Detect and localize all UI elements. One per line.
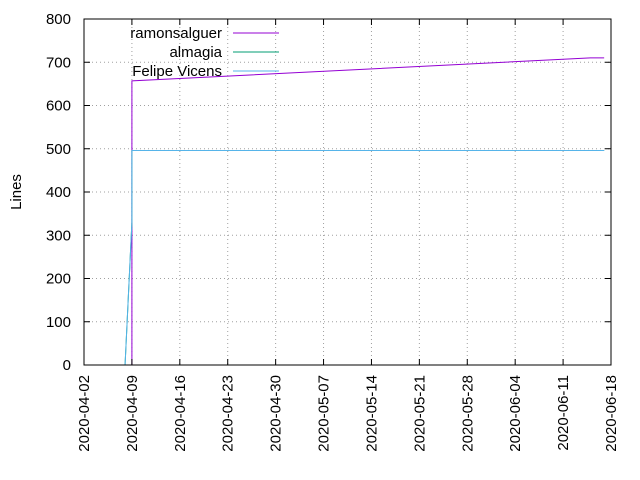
x-tick-label: 2020-05-28 [459,375,476,452]
legend: ramonsalguer almagia Felipe Vicens [130,25,279,80]
legend-label: almagia [169,44,222,61]
x-tick-label: 2020-06-18 [603,375,620,452]
x-tick-label: 2020-04-16 [172,375,189,452]
x-tick-label: 2020-04-23 [220,375,237,452]
y-tick-label: 200 [46,271,71,288]
y-tick-label: 300 [46,227,71,244]
y-tick-label: 600 [46,98,71,115]
series-line [124,149,605,366]
y-tick-label: 400 [46,184,71,201]
x-tick-label: 2020-05-21 [411,375,428,452]
grid-lines [84,19,611,365]
x-tick-label: 2020-04-02 [76,375,93,452]
y-axis-ticks: 0 100 200 300 400 500 600 700 800 [46,11,611,374]
y-tick-label: 500 [46,141,71,158]
y-tick-label: 0 [63,357,71,374]
series-lines [124,57,605,366]
y-tick-label: 100 [46,314,71,331]
series-line [131,57,605,365]
x-tick-label: 2020-04-09 [124,375,141,452]
x-tick-label: 2020-05-14 [363,375,380,452]
x-tick-label: 2020-06-04 [507,375,524,452]
x-tick-label: 2020-04-30 [268,375,285,452]
y-axis-label: Lines [8,174,25,210]
y-tick-label: 800 [46,11,71,28]
y-tick-label: 700 [46,54,71,71]
x-tick-label: 2020-06-11 [555,375,572,451]
x-axis-ticks: 2020-04-02 2020-04-09 2020-04-16 2020-04-23… [76,19,620,452]
legend-label: ramonsalguer [130,25,222,42]
x-tick-label: 2020-05-07 [316,375,333,452]
series-line [124,149,605,366]
legend-label: Felipe Vicens [132,63,222,80]
